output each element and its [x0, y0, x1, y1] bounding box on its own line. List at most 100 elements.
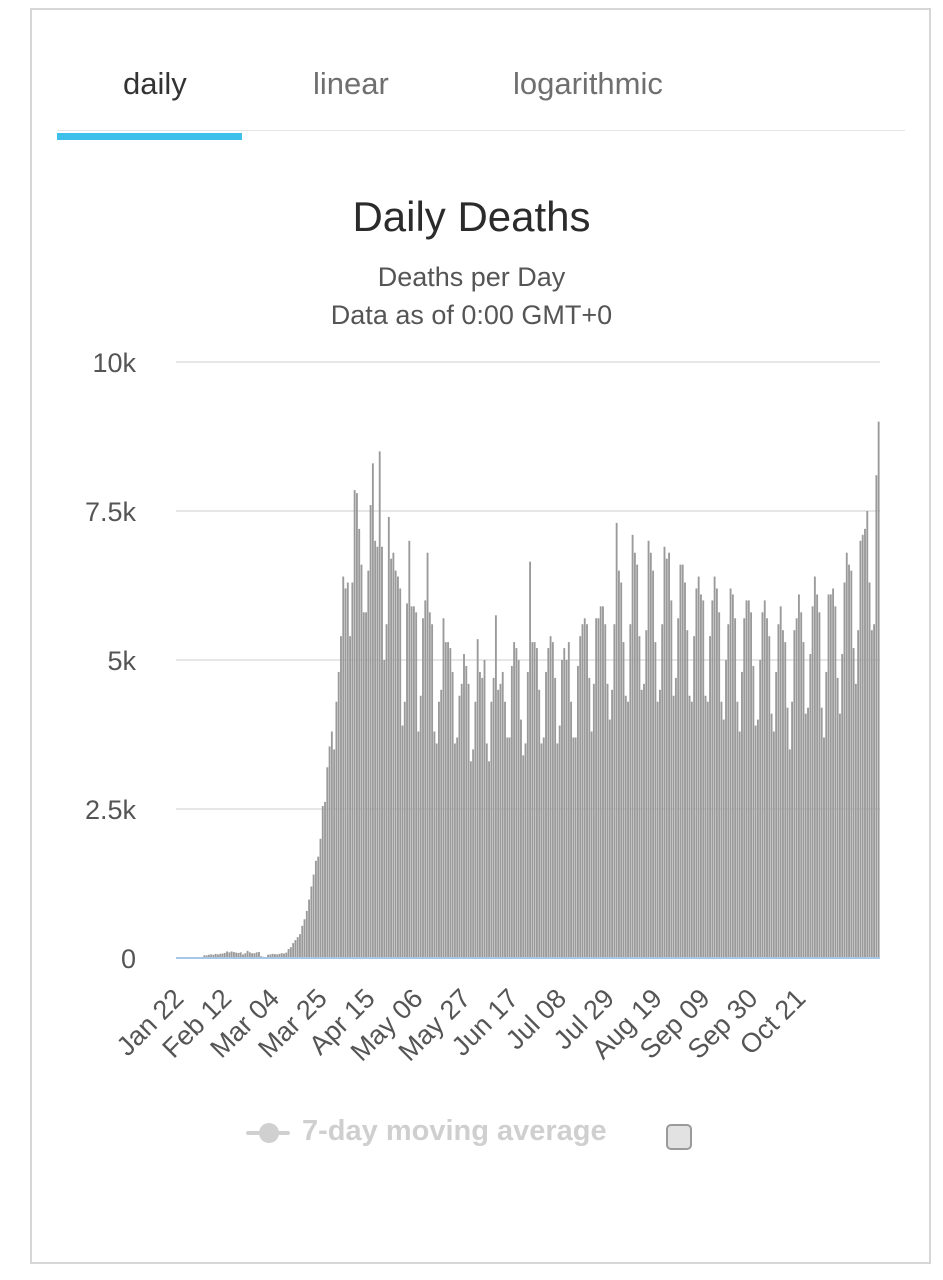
- bar: [285, 952, 288, 958]
- bar: [590, 731, 593, 958]
- tab-daily[interactable]: daily: [123, 66, 187, 101]
- bar: [381, 546, 383, 958]
- bar: [472, 749, 475, 958]
- bar: [217, 954, 219, 958]
- bar: [267, 954, 270, 958]
- bar: [374, 540, 377, 958]
- legend-checkbox[interactable]: [666, 1124, 692, 1150]
- bar: [574, 737, 577, 958]
- bar: [629, 624, 632, 958]
- bar: [533, 642, 536, 958]
- bar: [850, 570, 853, 958]
- bar: [538, 689, 541, 958]
- bar: [310, 886, 313, 958]
- bar: [410, 606, 413, 958]
- bar: [779, 606, 782, 958]
- bar: [203, 955, 206, 958]
- bar: [697, 576, 700, 958]
- bar: [681, 564, 684, 958]
- tab-divider: [57, 130, 905, 131]
- bar: [813, 576, 816, 958]
- bar: [226, 951, 228, 958]
- bar: [479, 671, 481, 958]
- bar: [599, 606, 602, 958]
- bar: [278, 953, 281, 958]
- bar: [750, 612, 753, 958]
- bar: [608, 719, 611, 958]
- bar: [674, 677, 677, 958]
- bar: [784, 642, 787, 958]
- bar: [447, 642, 449, 958]
- bar: [542, 737, 545, 958]
- bar: [428, 612, 431, 958]
- bar: [321, 806, 324, 958]
- bar: [588, 677, 591, 958]
- bar: [214, 953, 217, 958]
- bar: [237, 952, 240, 958]
- legend-label: 7-day moving average: [302, 1115, 607, 1147]
- bar: [535, 648, 538, 958]
- bar: [230, 951, 233, 958]
- bar: [483, 660, 486, 958]
- bar: [442, 618, 445, 958]
- bar: [371, 463, 374, 958]
- bar: [485, 743, 488, 958]
- bar: [355, 493, 358, 958]
- bar: [365, 612, 367, 958]
- tab-bar: daily linear logarithmic: [57, 50, 905, 140]
- bar: [611, 689, 614, 958]
- bar: [823, 737, 825, 958]
- bar: [752, 665, 755, 958]
- bar: [492, 677, 495, 958]
- chart-title: Daily Deaths: [352, 193, 591, 240]
- bar: [406, 603, 408, 958]
- bar: [841, 654, 844, 958]
- bar: [422, 618, 424, 958]
- bar: [643, 683, 645, 958]
- bar: [529, 561, 532, 958]
- bar: [816, 594, 819, 958]
- bar: [656, 701, 659, 958]
- bar: [756, 719, 759, 958]
- bar: [210, 954, 213, 958]
- bar: [273, 954, 276, 958]
- bar: [832, 588, 835, 958]
- bar: [296, 937, 299, 958]
- bar: [804, 713, 807, 958]
- y-tick-label: 7.5k: [85, 497, 137, 527]
- bar: [617, 570, 620, 958]
- bar: [777, 624, 780, 958]
- bar: [820, 707, 823, 958]
- bar: [558, 725, 561, 958]
- bar: [602, 606, 604, 958]
- bar: [362, 612, 365, 958]
- bar: [488, 761, 490, 958]
- bar: [684, 582, 686, 958]
- bar: [449, 648, 452, 958]
- y-tick-label: 5k: [107, 646, 136, 676]
- bar: [271, 953, 274, 958]
- bar: [668, 552, 670, 958]
- bar: [221, 953, 224, 958]
- tab-logarithmic[interactable]: logarithmic: [513, 66, 663, 101]
- bar: [305, 910, 308, 958]
- bar: [344, 588, 347, 958]
- bar: [337, 671, 340, 958]
- bar: [513, 642, 516, 958]
- bar: [686, 630, 689, 958]
- bar: [510, 665, 513, 958]
- bar: [722, 719, 725, 958]
- bar: [426, 552, 429, 958]
- bar: [838, 713, 841, 958]
- bar: [811, 606, 814, 958]
- tab-linear[interactable]: linear: [313, 66, 389, 101]
- bar: [524, 743, 527, 958]
- bar: [333, 749, 336, 958]
- bar: [852, 648, 855, 958]
- bar: [866, 511, 869, 958]
- bar: [490, 701, 493, 958]
- bar: [251, 953, 254, 958]
- bar: [736, 701, 739, 958]
- bar: [741, 671, 743, 958]
- bar: [554, 677, 557, 958]
